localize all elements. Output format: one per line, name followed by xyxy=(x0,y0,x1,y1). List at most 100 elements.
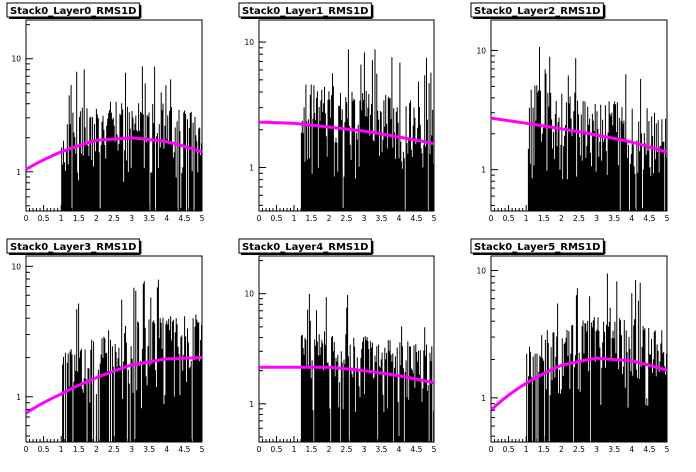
x-tick-label: 2 xyxy=(327,445,332,454)
x-tick-label: 5 xyxy=(432,445,437,454)
x-tick-label: 4 xyxy=(397,445,402,454)
x-tick-label: 0 xyxy=(24,214,29,223)
histogram-panel: Stack0_Layer1_RMS1D 0 0.5 1 1.5 2 2.5 3 3.5 4 4.5 5… xyxy=(238,2,437,223)
histogram-bars xyxy=(62,279,202,442)
histogram-panel: Stack0_Layer4_RMS1D 0 0.5 1 1.5 2 2.5 3 3.5 4 4.5 5… xyxy=(238,238,437,454)
x-tick-label: 2 xyxy=(94,445,99,454)
x-tick-label: 3 xyxy=(594,445,599,454)
x-tick-label: 1.5 xyxy=(306,445,318,454)
x-tick-label: 2.5 xyxy=(108,214,120,223)
x-tick-label: 4.5 xyxy=(178,214,190,223)
x-tick-label: 3 xyxy=(129,214,134,223)
panel-title: Stack0_Layer4_RMS1D xyxy=(242,242,368,253)
panel-title: Stack0_Layer1_RMS1D xyxy=(242,6,368,17)
y-tick-label: 10 xyxy=(476,46,486,55)
x-tick-label: 0.5 xyxy=(503,214,515,223)
histogram-bars xyxy=(527,47,667,211)
x-tick-label: 3.5 xyxy=(376,214,388,223)
x-tick-label: 0 xyxy=(489,214,494,223)
x-tick-label: 3.5 xyxy=(143,214,155,223)
x-tick-label: 2 xyxy=(559,445,564,454)
x-tick-label: 0 xyxy=(489,445,494,454)
y-tick-label: 1 xyxy=(249,164,254,173)
fit-curve xyxy=(258,120,435,146)
x-tick-label: 0 xyxy=(257,445,262,454)
x-tick-label: 1.5 xyxy=(538,445,550,454)
fit-curve xyxy=(490,116,668,154)
x-tick-label: 4 xyxy=(164,445,169,454)
x-tick-label: 0 xyxy=(257,214,262,223)
panel-title: Stack0_Layer2_RMS1D xyxy=(474,6,600,17)
x-tick-label: 1.5 xyxy=(73,214,85,223)
x-tick-label: 4.5 xyxy=(643,214,655,223)
x-tick-label: 5 xyxy=(200,445,205,454)
x-tick-label: 1.5 xyxy=(538,214,550,223)
x-tick-label: 2 xyxy=(94,214,99,223)
y-tick-label: 10 xyxy=(476,267,486,276)
x-tick-label: 2.5 xyxy=(573,214,585,223)
x-tick-label: 3.5 xyxy=(608,445,620,454)
x-tick-label: 0.5 xyxy=(271,445,283,454)
x-tick-label: 0.5 xyxy=(503,445,515,454)
x-tick-label: 5 xyxy=(432,214,437,223)
histogram-panel: Stack0_Layer0_RMS1D 0 0.5 1 1.5 2 2.5 3 3.5 4 4.5 5… xyxy=(6,2,205,223)
x-tick-label: 5 xyxy=(665,445,670,454)
x-tick-label: 2 xyxy=(559,214,564,223)
x-tick-label: 1 xyxy=(292,214,297,223)
x-tick-label: 0 xyxy=(24,445,29,454)
x-tick-label: 1 xyxy=(524,445,529,454)
x-tick-label: 4.5 xyxy=(411,214,423,223)
y-tick-label: 10 xyxy=(244,290,254,299)
fit-curve xyxy=(489,356,668,412)
x-tick-label: 0.5 xyxy=(38,214,50,223)
panel-title: Stack0_Layer0_RMS1D xyxy=(10,6,136,17)
histogram-panel: Stack0_Layer3_RMS1D 0 0.5 1 1.5 2 2.5 3 3.5 4 4.5 5… xyxy=(6,238,205,454)
x-tick-label: 2 xyxy=(327,214,332,223)
y-tick-label: 10 xyxy=(244,38,254,47)
histogram-bars xyxy=(300,293,435,442)
fit-curve xyxy=(25,136,203,171)
y-tick-label: 10 xyxy=(11,55,21,64)
x-tick-label: 0.5 xyxy=(38,445,50,454)
x-tick-label: 3 xyxy=(129,445,134,454)
histogram-panel: Stack0_Layer5_RMS1D 0 0.5 1 1.5 2 2.5 3 3.5 4 4.5 5… xyxy=(470,238,670,454)
x-tick-label: 0.5 xyxy=(271,214,283,223)
histogram-bars xyxy=(61,66,202,211)
y-tick-label: 1 xyxy=(249,400,254,409)
x-tick-label: 3 xyxy=(362,214,367,223)
x-tick-label: 3.5 xyxy=(143,445,155,454)
x-tick-label: 2.5 xyxy=(341,214,353,223)
x-tick-label: 1.5 xyxy=(306,214,318,223)
fit-curve xyxy=(25,356,203,415)
x-tick-label: 4 xyxy=(164,214,169,223)
x-tick-label: 2.5 xyxy=(108,445,120,454)
x-tick-label: 2.5 xyxy=(573,445,585,454)
x-tick-label: 4 xyxy=(629,214,634,223)
x-tick-label: 4.5 xyxy=(411,445,423,454)
x-tick-label: 4 xyxy=(629,445,634,454)
x-tick-label: 2.5 xyxy=(341,445,353,454)
x-tick-label: 3 xyxy=(594,214,599,223)
histogram-panel: Stack0_Layer2_RMS1D 0 0.5 1 1.5 2 2.5 3 3.5 4 4.5 5… xyxy=(470,2,670,223)
x-tick-label: 1 xyxy=(59,445,64,454)
histogram-bars xyxy=(300,49,435,211)
x-tick-label: 4.5 xyxy=(643,445,655,454)
y-tick-label: 1 xyxy=(16,393,21,402)
x-tick-label: 5 xyxy=(200,214,205,223)
x-tick-label: 1.5 xyxy=(73,445,85,454)
x-tick-label: 1 xyxy=(524,214,529,223)
x-tick-label: 3.5 xyxy=(376,445,388,454)
y-tick-label: 1 xyxy=(481,166,486,175)
fit-curve xyxy=(259,365,435,385)
x-tick-label: 3.5 xyxy=(608,214,620,223)
y-tick-label: 1 xyxy=(481,394,486,403)
y-tick-label: 10 xyxy=(11,262,21,271)
x-tick-label: 1 xyxy=(292,445,297,454)
x-tick-label: 5 xyxy=(665,214,670,223)
panel-title: Stack0_Layer3_RMS1D xyxy=(10,242,136,253)
x-tick-label: 1 xyxy=(59,214,64,223)
panel-title: Stack0_Layer5_RMS1D xyxy=(474,242,600,253)
x-tick-label: 4.5 xyxy=(178,445,190,454)
